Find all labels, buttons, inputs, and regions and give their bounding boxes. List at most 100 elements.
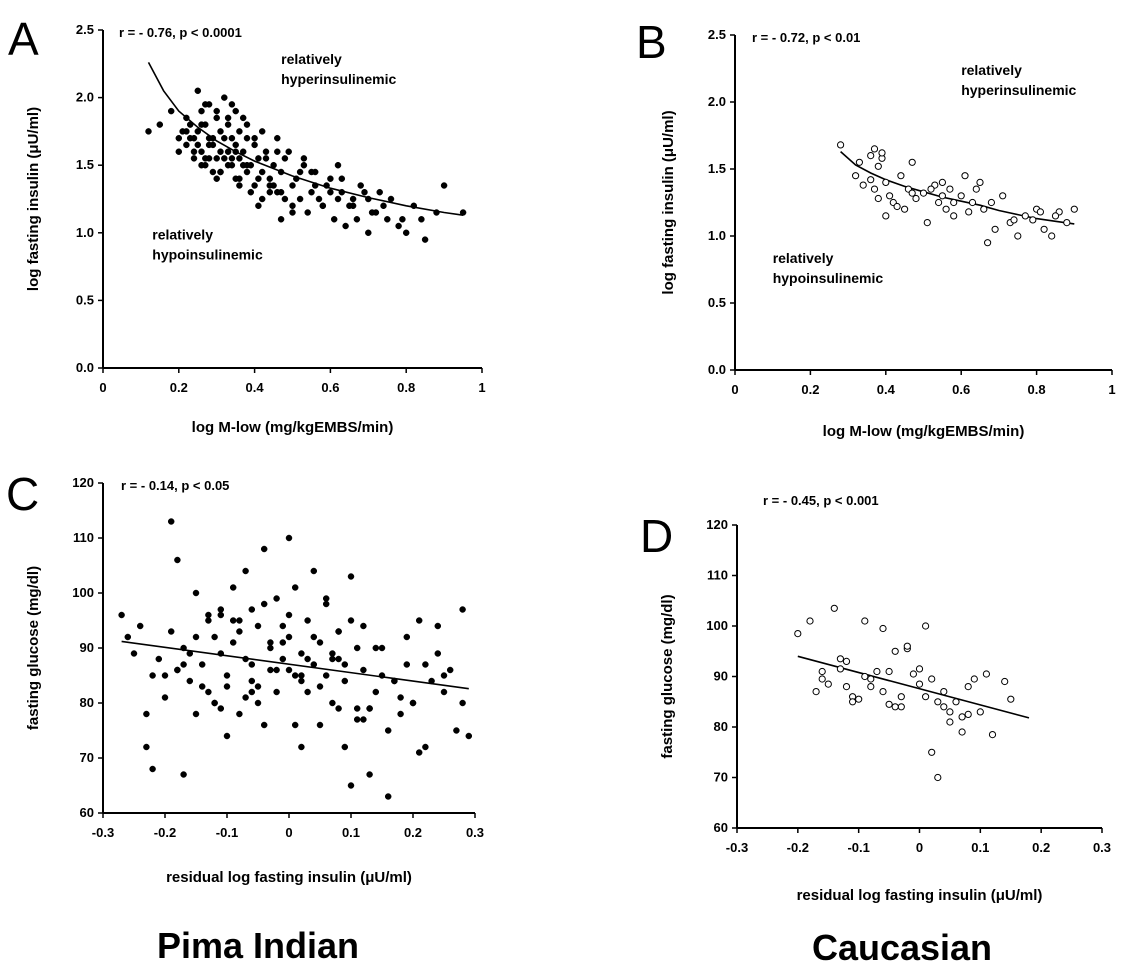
data-point (347, 782, 355, 789)
x-tick-label: 0.8 (1028, 382, 1046, 397)
data-point (304, 617, 311, 624)
data-point (1048, 232, 1056, 240)
data-point (836, 665, 845, 673)
x-tick-label: 0.3 (1093, 840, 1111, 855)
data-point (285, 666, 293, 674)
data-point (922, 622, 930, 630)
data-point (440, 672, 448, 679)
y-tick-label: 0.5 (708, 295, 726, 310)
data-point (335, 655, 342, 663)
data-point (258, 168, 266, 176)
data-point (221, 155, 228, 162)
data-point (213, 175, 220, 182)
data-point (446, 666, 454, 674)
data-point (950, 198, 958, 207)
y-tick-label: 2.5 (76, 22, 94, 37)
y-axis-label: log fasting insulin (μU/ml) (660, 110, 677, 294)
data-point (242, 567, 249, 575)
data-point (928, 675, 936, 683)
data-point (397, 710, 404, 718)
data-point (909, 670, 918, 678)
data-point (124, 633, 132, 641)
data-point (387, 195, 395, 203)
data-point (183, 114, 190, 122)
data-point (418, 216, 425, 223)
data-point (897, 693, 905, 701)
data-point (298, 743, 305, 751)
data-point (867, 675, 875, 683)
data-point (262, 155, 270, 162)
data-point (270, 161, 277, 169)
data-point (852, 172, 860, 180)
data-point (465, 732, 473, 740)
y-tick-label: 80 (80, 695, 94, 710)
data-point (192, 710, 200, 718)
data-point (315, 195, 323, 203)
data-point (403, 633, 411, 641)
data-point (274, 134, 281, 142)
data-point (136, 622, 144, 630)
data-point (934, 698, 942, 706)
data-point (310, 661, 318, 668)
data-point (952, 698, 960, 706)
data-point (859, 181, 867, 189)
x-tick-label: 0.6 (321, 380, 339, 395)
data-point (243, 168, 251, 176)
data-point (258, 128, 266, 135)
y-tick-label: 2.0 (708, 94, 726, 109)
data-point (360, 622, 367, 630)
y-tick-label: 1.0 (708, 228, 726, 243)
data-point (836, 655, 845, 663)
region-annotation: hypoinsulinemic (773, 270, 884, 286)
data-point (422, 743, 429, 751)
data-point (243, 134, 251, 142)
panel-a: A 0.0 0.5 1.0 1.5 2.0 2.5 0 0.2 0.4 0.6 0.8 1 log M-l… (8, 13, 486, 436)
region-annotation: hyperinsulinemic (961, 82, 1076, 98)
data-point (258, 195, 266, 203)
data-point (886, 192, 894, 200)
x-axis-label: residual log fasting insulin (μU/ml) (166, 869, 412, 886)
region-annotation: relatively (152, 227, 213, 243)
data-point (229, 617, 237, 624)
data-point (266, 188, 274, 196)
data-point (224, 161, 232, 169)
data-point (267, 644, 274, 652)
data-point (961, 172, 969, 180)
x-tick-label: 0.2 (1032, 840, 1050, 855)
data-point (934, 773, 942, 782)
panel-letter: C (6, 468, 39, 520)
data-point (156, 121, 164, 128)
data-point (824, 680, 832, 688)
data-point (211, 699, 218, 707)
data-point (180, 661, 187, 668)
data-point (239, 148, 247, 155)
x-tick-label: 1 (1108, 382, 1115, 397)
data-point (402, 229, 410, 237)
data-point (267, 666, 274, 674)
data-point (232, 107, 239, 115)
data-point (209, 168, 217, 176)
data-point (285, 633, 293, 641)
data-point (224, 148, 232, 155)
y-axis-label: fasting glucose (mg/dl) (25, 566, 42, 730)
data-point (349, 202, 357, 210)
data-point (1010, 216, 1018, 224)
data-point (266, 175, 274, 182)
data-point (161, 672, 169, 679)
data-point (223, 732, 231, 740)
data-point (316, 721, 324, 729)
data-point (794, 630, 802, 638)
data-point (818, 675, 826, 683)
y-tick-label: 60 (714, 820, 728, 835)
data-point (935, 198, 943, 207)
data-point (347, 617, 355, 624)
data-point (205, 155, 213, 162)
data-point (223, 672, 231, 679)
data-point (1021, 212, 1029, 220)
data-point (927, 185, 935, 193)
data-point (291, 721, 299, 729)
y-tick-label: 1.5 (76, 157, 94, 172)
data-point (224, 114, 232, 122)
data-point (353, 216, 361, 223)
data-point (217, 606, 225, 613)
